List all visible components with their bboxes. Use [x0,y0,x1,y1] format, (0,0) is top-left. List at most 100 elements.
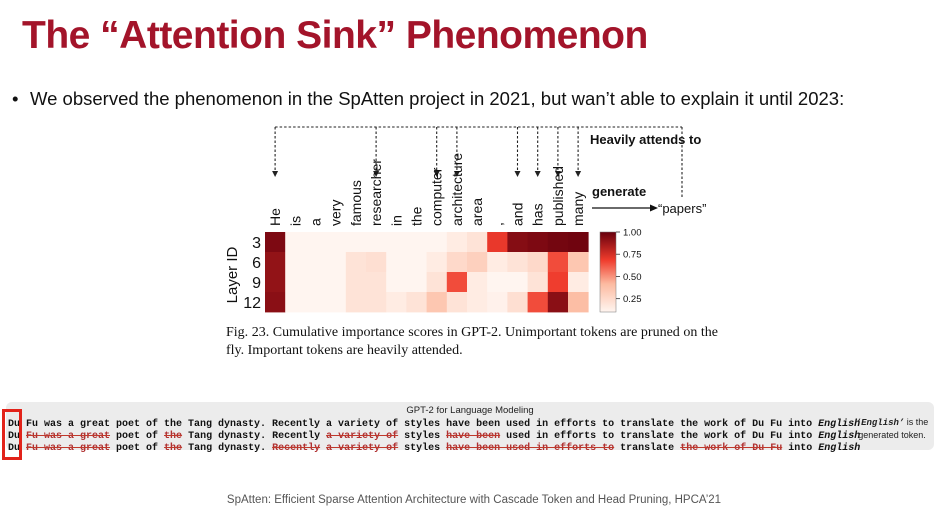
heatmap-cell [305,292,326,313]
heatmap-cell [487,232,508,253]
layer-label: 3 [252,235,261,252]
kept-token: translate [614,443,681,454]
arrow-head-icon [433,171,440,177]
pruned-token: a variety of [326,431,399,442]
token-label: architecture [449,153,465,226]
heatmap-cell [547,272,569,293]
token-label: and [510,203,526,226]
colorbar-tick-label: 1.00 [623,228,642,239]
heatmap-cell [325,252,347,273]
heatmap-cell [487,272,508,293]
heatmap-cell [265,252,286,273]
attention-arrows [272,126,683,198]
pruned-token: the [164,431,183,442]
token-sequence-line: Du Fu was a great poet of the Tang dynas… [8,431,860,443]
token-label: famous [348,180,364,226]
heatmap-cell [426,272,448,293]
heavily-attends-label: Heavily attends to [590,132,701,147]
heatmap-cell [467,272,488,293]
heatmap-cell [386,272,407,293]
language-model-panel: GPT-2 for Language Modeling Du Fu was a … [6,402,934,454]
heatmap-cell [487,292,508,313]
pruned-token: the [164,443,183,454]
kept-token: used in efforts to translate the work of… [500,431,819,442]
token-label: researcher [368,159,384,226]
bullet-text: We observed the phenomenon in the SpAtte… [30,88,845,109]
token-label: is [287,216,303,226]
note-text: is the generated token. [858,417,929,440]
layer-label: 9 [252,275,261,292]
heatmap-cell [366,292,387,313]
kept-token: into [782,443,819,454]
heatmap-cell [345,272,367,293]
heatmap-cell [446,232,468,253]
token-label: a [308,218,324,226]
token-labels: He is a very famous researcher in the computer ar… [267,153,586,226]
heatmap-cell [325,232,347,253]
token-label: in [388,215,404,226]
kept-token: styles [398,431,447,442]
arrow-head-icon [373,171,380,177]
attention-heatmap-figure: Heavily attends to generate “papers” He i… [224,126,706,313]
kept-token: poet of [110,443,165,454]
kept-token: Du [8,431,27,442]
pruned-token: have been [446,431,501,442]
heatmap-cell [568,232,589,253]
heatmap-cell [345,232,367,253]
arrow-head-icon [514,171,521,177]
heatmap-cell [325,272,347,293]
pruned-token: Fu was a great [26,443,111,454]
heatmap-cell [426,292,448,313]
heatmap-cell [507,252,528,273]
arrow-head-icon [453,171,460,177]
heatmap-cell [386,252,407,273]
heatmap-cell [547,232,569,253]
heatmap-cell [386,232,407,253]
layer-label: 12 [243,295,261,312]
heatmap-cell [406,252,427,273]
arrow-head-icon [554,171,561,177]
heatmap-cell [487,252,508,273]
pruned-token: the work of Du Fu [680,443,783,454]
heatmap-cell [507,292,528,313]
token-sequence-line: Du Fu was a great poet of the Tang dynas… [8,443,860,455]
token-label: He [267,208,283,226]
figure-caption: Fig. 23. Cumulative importance scores in… [226,325,718,358]
arrow-head-icon [575,171,582,177]
heatmap-cell [406,272,427,293]
kept-token: English [818,431,861,442]
kept-token: Du [8,443,27,454]
heatmap-cell [305,272,326,293]
colorbar-tick-label: 0.25 [623,294,642,305]
arrow-head-icon [272,171,279,177]
heatmap-cell [568,292,589,313]
heatmap-cell [366,252,387,273]
heatmap-cell [507,272,528,293]
heatmap-cell [467,292,488,313]
heatmap-cell [527,252,549,273]
token-label: published [550,166,566,226]
heatmap-cell [345,292,367,313]
heatmap-cell [406,232,427,253]
generated-word: “papers” [658,201,706,216]
heatmap-cell [568,272,589,293]
heatmap-cell [285,272,306,293]
generate-label: generate [592,184,646,199]
token-label: the [409,206,425,226]
heatmap-cell [547,292,569,313]
heatmap-cell [527,292,549,313]
kept-token: Tang dynasty. Recently [182,431,327,442]
heatmap-cell [527,232,549,253]
token-label: computer [429,167,445,226]
token-label: area [469,198,485,226]
heatmap-cell [568,252,589,273]
pruned-token: Recently [272,443,321,454]
heatmap-cell [366,272,387,293]
footer-citation: SpAtten: Efficient Sparse Attention Arch… [226,494,722,506]
pruned-token: a variety of [326,443,399,454]
layer-labels: 3 6 9 12 [243,235,261,312]
token-sequence-line: Du Fu was a great poet of the Tang dynas… [8,419,860,431]
bullet-dot-icon: • [12,88,19,109]
note-word: ‘English’ [855,418,905,428]
kept-token: English [818,443,861,454]
